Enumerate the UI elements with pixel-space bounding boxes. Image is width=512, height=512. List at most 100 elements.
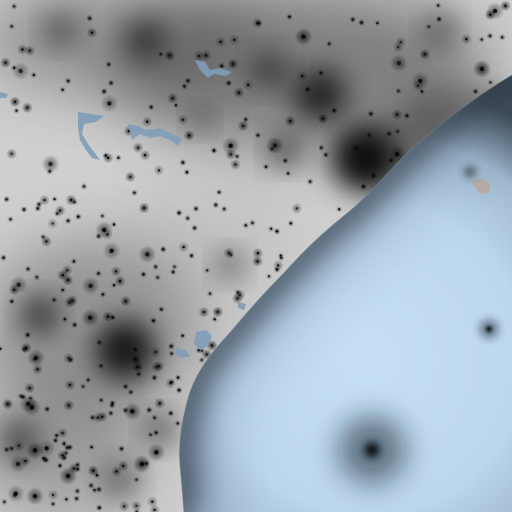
town-light	[183, 85, 186, 88]
town-light	[98, 506, 101, 509]
town-light	[396, 130, 399, 133]
town-light	[338, 208, 341, 211]
town-light	[107, 101, 112, 106]
town-light	[102, 227, 107, 233]
town-light	[75, 497, 78, 500]
town-light	[142, 206, 146, 210]
town-light	[68, 446, 72, 449]
town-light	[241, 124, 245, 128]
town-light	[58, 464, 62, 467]
town-light	[106, 315, 110, 318]
town-light	[54, 439, 57, 442]
town-light	[51, 493, 55, 497]
town-light	[289, 222, 292, 225]
town-light	[244, 118, 247, 121]
town-light	[488, 34, 492, 38]
town-light	[308, 180, 312, 183]
town-light	[122, 464, 125, 468]
town-light	[399, 40, 402, 44]
town-light	[396, 60, 402, 66]
town-light	[10, 300, 13, 303]
town-light	[234, 163, 237, 166]
town-light	[32, 448, 38, 453]
town-light	[395, 151, 400, 157]
town-light	[145, 252, 150, 257]
offshore-light-1	[338, 416, 406, 484]
town-light	[9, 218, 12, 221]
town-light	[480, 38, 483, 41]
town-light	[66, 219, 70, 222]
town-light	[214, 203, 217, 207]
town-light	[213, 318, 216, 321]
town-light	[0, 347, 2, 350]
town-light	[479, 66, 485, 72]
town-light	[360, 21, 363, 24]
town-light	[61, 274, 64, 277]
town-light	[332, 109, 336, 112]
town-light	[154, 431, 158, 434]
town-light	[136, 146, 140, 149]
town-light	[186, 79, 190, 82]
town-light	[173, 265, 176, 268]
town-light	[104, 154, 107, 157]
town-light	[48, 161, 53, 167]
town-light	[286, 172, 290, 175]
town-light	[101, 415, 104, 418]
town-light	[205, 353, 208, 356]
town-light	[465, 38, 468, 41]
town-light	[61, 431, 64, 435]
town-light	[13, 494, 16, 497]
town-light	[3, 500, 6, 504]
town-light	[90, 445, 93, 449]
town-light	[26, 333, 29, 337]
town-light	[251, 221, 254, 225]
town-light	[15, 461, 21, 467]
town-light	[82, 185, 86, 188]
town-light	[28, 387, 31, 390]
town-light	[170, 380, 173, 384]
town-light	[301, 74, 304, 78]
town-light	[244, 224, 247, 227]
town-light	[97, 272, 100, 275]
town-light	[194, 207, 198, 210]
town-light	[44, 446, 49, 451]
town-light	[197, 349, 200, 352]
town-light	[212, 149, 216, 152]
town-light	[10, 25, 13, 28]
town-light	[129, 390, 132, 394]
town-light	[277, 264, 280, 267]
town-light	[5, 448, 8, 451]
town-light	[200, 358, 203, 362]
town-light	[437, 4, 440, 7]
town-light	[181, 161, 185, 164]
town-light	[210, 344, 214, 347]
town-light	[284, 159, 287, 162]
town-light	[387, 132, 391, 135]
town-light	[208, 292, 212, 295]
town-light	[61, 288, 64, 292]
town-light	[185, 171, 189, 174]
town-light	[405, 114, 409, 117]
town-light	[149, 433, 152, 436]
town-light	[153, 416, 156, 419]
town-light	[81, 385, 85, 388]
town-light	[150, 105, 153, 109]
town-light	[264, 165, 268, 168]
town-light	[32, 73, 35, 77]
town-light	[157, 365, 161, 368]
town-light	[197, 54, 201, 58]
town-light	[319, 71, 323, 75]
town-light	[148, 408, 151, 412]
town-light	[372, 174, 375, 177]
town-light	[22, 395, 25, 399]
town-light	[120, 447, 123, 450]
town-light	[152, 319, 155, 322]
town-light	[76, 489, 79, 493]
town-light	[227, 251, 230, 255]
town-light	[219, 40, 222, 43]
town-light	[504, 4, 507, 8]
town-light	[427, 25, 430, 28]
town-light	[143, 154, 147, 157]
town-light	[62, 442, 66, 445]
